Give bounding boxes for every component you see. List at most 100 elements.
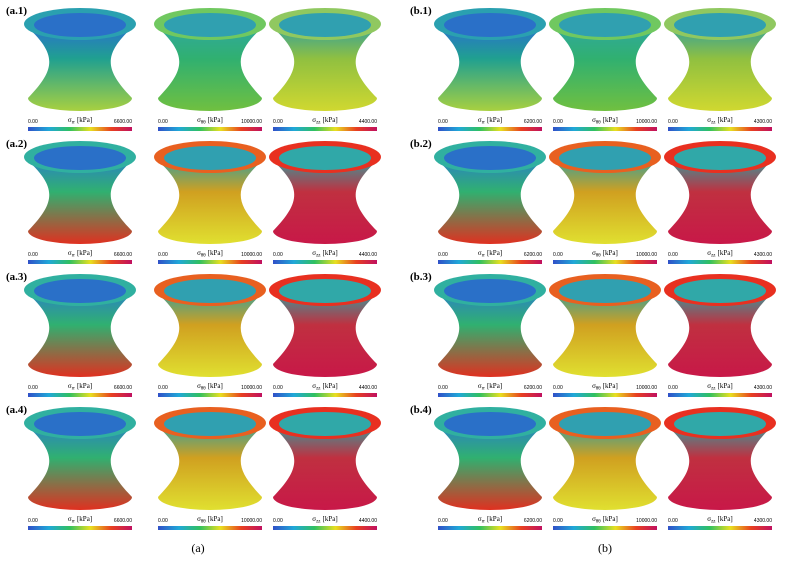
panel-label: (a.3) xyxy=(6,271,27,283)
vase-opening xyxy=(34,279,126,303)
colorbar-min: 0.00 xyxy=(273,385,283,391)
vase-body xyxy=(549,290,661,377)
vase-opening xyxy=(279,146,371,170)
colorbar xyxy=(273,393,377,397)
colorbar-label: σrr [kPa] xyxy=(68,249,92,259)
vase-body xyxy=(154,24,266,111)
colorbar-max: 4400.00 xyxy=(359,119,377,125)
unit: [kPa] xyxy=(208,249,223,257)
colorbar-max: 4400.00 xyxy=(359,252,377,258)
colorbar-min: 0.00 xyxy=(28,252,38,258)
subscript: rr xyxy=(72,121,76,126)
colorbar-max: 10000.00 xyxy=(636,119,657,125)
colorbar xyxy=(158,127,262,131)
vase-body xyxy=(434,24,546,111)
colorbar xyxy=(438,127,542,131)
vase-body xyxy=(549,423,661,510)
subscript: θθ xyxy=(201,520,206,525)
vase-body xyxy=(154,290,266,377)
colorbar-max: 10000.00 xyxy=(636,385,657,391)
unit: [kPa] xyxy=(487,515,502,523)
vase-opening xyxy=(559,412,651,436)
vase-body xyxy=(549,24,661,111)
colorbar xyxy=(273,260,377,264)
colorbar xyxy=(553,260,657,264)
unit: [kPa] xyxy=(603,382,618,390)
subscript: zz xyxy=(711,254,716,259)
symbol: σ xyxy=(478,249,482,257)
colorbar-min: 0.00 xyxy=(553,385,563,391)
colorbar-label: σrr [kPa] xyxy=(478,515,502,525)
colorbar xyxy=(273,127,377,131)
panel-label: (b.4) xyxy=(410,404,432,416)
colorbar-max: 10000.00 xyxy=(241,119,262,125)
colorbar-label: σrr [kPa] xyxy=(478,249,502,259)
vase-opening xyxy=(559,279,651,303)
vase-opening xyxy=(279,412,371,436)
colorbar-label: σθθ [kPa] xyxy=(592,382,618,392)
symbol: σ xyxy=(478,382,482,390)
colorbar-max: 6600.00 xyxy=(114,252,132,258)
unit: [kPa] xyxy=(323,116,338,124)
colorbar xyxy=(438,260,542,264)
colorbar-min: 0.00 xyxy=(438,518,448,524)
vase-body xyxy=(269,423,381,510)
subscript: θθ xyxy=(596,520,601,525)
vase-opening xyxy=(444,412,536,436)
colorbar xyxy=(273,526,377,530)
vase-opening xyxy=(444,146,536,170)
colorbar-max: 4300.00 xyxy=(754,518,772,524)
subscript: rr xyxy=(72,254,76,259)
unit: [kPa] xyxy=(77,249,92,257)
vase-body xyxy=(664,157,776,244)
symbol: σ xyxy=(478,515,482,523)
colorbar xyxy=(668,393,772,397)
symbol: σ xyxy=(707,515,711,523)
vase-body xyxy=(434,290,546,377)
unit: [kPa] xyxy=(323,382,338,390)
vase-opening xyxy=(674,13,766,37)
colorbar-label: σθθ [kPa] xyxy=(592,515,618,525)
colorbar-label: σθθ [kPa] xyxy=(197,249,223,259)
unit: [kPa] xyxy=(208,116,223,124)
vase-opening xyxy=(279,279,371,303)
colorbar-min: 0.00 xyxy=(438,385,448,391)
colorbar-label: σzz [kPa] xyxy=(707,249,732,259)
subscript: zz xyxy=(316,520,321,525)
unit: [kPa] xyxy=(487,382,502,390)
unit: [kPa] xyxy=(77,116,92,124)
colorbar-label: σzz [kPa] xyxy=(707,382,732,392)
colorbar-label: σrr [kPa] xyxy=(478,116,502,126)
vase-body xyxy=(154,423,266,510)
vase-body xyxy=(664,423,776,510)
colorbar-max: 6200.00 xyxy=(524,385,542,391)
vase-opening xyxy=(279,13,371,37)
colorbar-min: 0.00 xyxy=(158,119,168,125)
subscript: rr xyxy=(482,387,486,392)
subscript: zz xyxy=(316,254,321,259)
colorbar-label: σzz [kPa] xyxy=(312,116,337,126)
vase-body xyxy=(269,157,381,244)
colorbar-min: 0.00 xyxy=(668,518,678,524)
colorbar-label: σθθ [kPa] xyxy=(592,116,618,126)
vase-opening xyxy=(164,13,256,37)
symbol: σ xyxy=(312,116,316,124)
unit: [kPa] xyxy=(487,249,502,257)
vase-opening xyxy=(559,13,651,37)
vase-opening xyxy=(444,13,536,37)
colorbar-max: 10000.00 xyxy=(241,385,262,391)
colorbar xyxy=(28,127,132,131)
colorbar xyxy=(438,393,542,397)
unit: [kPa] xyxy=(718,382,733,390)
symbol: σ xyxy=(707,116,711,124)
unit: [kPa] xyxy=(603,249,618,257)
subscript: rr xyxy=(482,520,486,525)
symbol: σ xyxy=(592,116,596,124)
panel-caption: (b) xyxy=(598,541,612,555)
unit: [kPa] xyxy=(603,515,618,523)
vase-opening xyxy=(34,412,126,436)
colorbar xyxy=(158,260,262,264)
subscript: zz xyxy=(711,121,716,126)
symbol: σ xyxy=(197,382,201,390)
colorbar-label: σθθ [kPa] xyxy=(197,116,223,126)
